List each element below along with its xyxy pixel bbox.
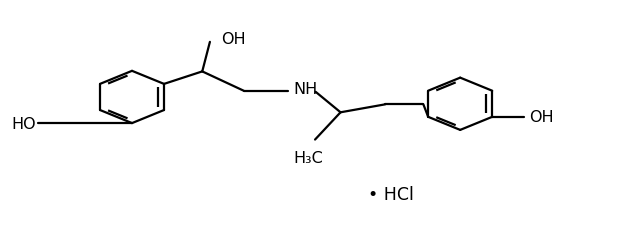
Text: OH: OH: [529, 109, 554, 124]
Text: HO: HO: [11, 116, 36, 131]
Text: OH: OH: [221, 32, 246, 47]
Text: H₃C: H₃C: [294, 150, 324, 165]
Text: NH: NH: [293, 82, 317, 97]
Text: • HCl: • HCl: [368, 185, 413, 203]
